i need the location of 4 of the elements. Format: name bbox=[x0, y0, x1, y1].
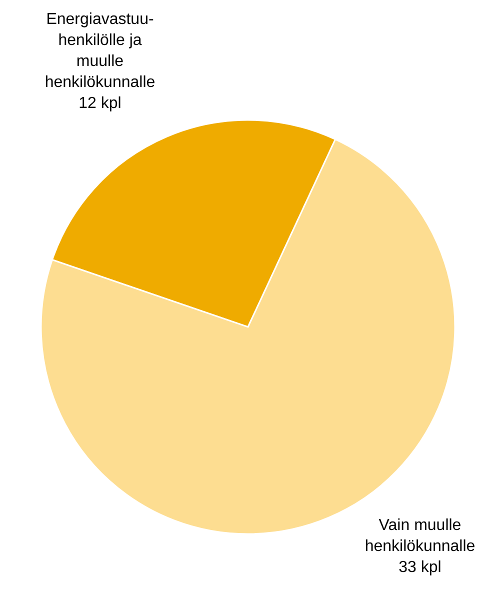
data-label: 33 kpl bbox=[398, 559, 442, 576]
data-label: 12 kpl bbox=[78, 95, 122, 112]
slice-label: Energiavastuu-henkilölle ja muulle henkilökunnalle bbox=[44, 11, 156, 91]
slice-label: Vain muulle henkilökunnalle bbox=[364, 517, 476, 555]
